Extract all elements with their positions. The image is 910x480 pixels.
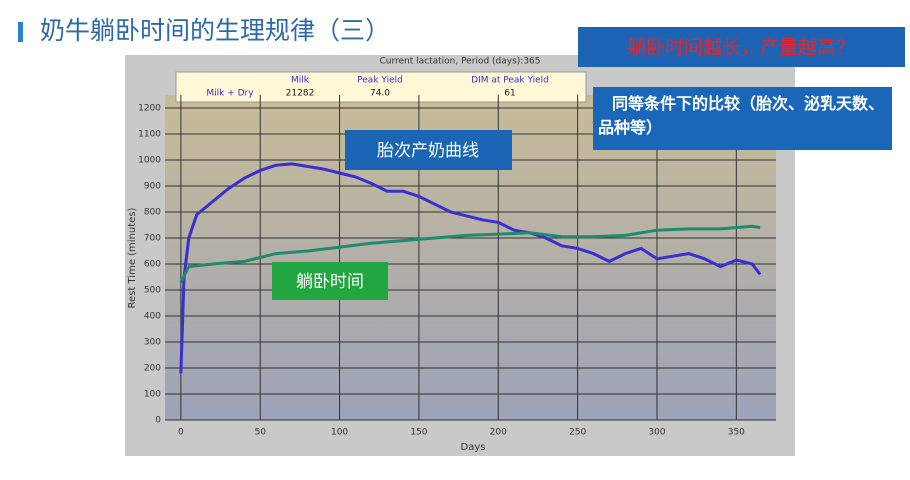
series-label-box xyxy=(272,262,388,300)
y-tick-label: 700 xyxy=(144,234,161,244)
y-tick-label: 600 xyxy=(144,260,161,270)
y-tick-label: 900 xyxy=(144,182,161,192)
info-value: 61 xyxy=(504,89,515,99)
series-line xyxy=(179,224,761,283)
y-tick-label: 1000 xyxy=(138,156,161,166)
question-box xyxy=(578,27,905,67)
info-header: Milk xyxy=(291,76,310,86)
x-axis-label: Days xyxy=(461,442,486,453)
y-tick-label: 100 xyxy=(144,390,161,400)
y-tick-label: 0 xyxy=(155,416,161,426)
note-text: 同等条件下的比较（胎次、泌乳天数、品种等） xyxy=(598,94,885,137)
info-value: 74.0 xyxy=(370,89,390,99)
info-row-label: Milk + Dry xyxy=(206,89,254,99)
y-tick-label: 400 xyxy=(144,312,161,322)
x-tick-label: 350 xyxy=(728,428,745,438)
y-tick-label: 500 xyxy=(144,286,161,296)
info-box xyxy=(175,71,587,103)
series-label-box xyxy=(345,130,512,170)
y-tick-label: 300 xyxy=(144,338,161,348)
series-line xyxy=(179,162,762,374)
question-text: 躺卧时间越长，产量越高？ xyxy=(627,37,855,59)
note-holder: 同等条件下的比较（胎次、泌乳天数、品种等） xyxy=(598,94,885,137)
y-tick-label: 1200 xyxy=(138,104,161,114)
note-box xyxy=(593,87,892,150)
series-label: 胎次产奶曲线 xyxy=(377,141,479,161)
y-tick-label: 1100 xyxy=(138,130,161,140)
series-label: 躺卧时间 xyxy=(296,272,364,292)
x-tick-label: 0 xyxy=(178,428,184,438)
x-tick-label: 150 xyxy=(410,428,427,438)
info-header: DIM at Peak Yield xyxy=(471,76,549,86)
x-tick-label: 300 xyxy=(648,428,665,438)
info-value: 21282 xyxy=(286,89,315,99)
x-tick-label: 250 xyxy=(569,428,586,438)
info-header: Peak Yield xyxy=(357,76,403,86)
y-tick-label: 800 xyxy=(144,208,161,218)
slide-title: 奶牛躺卧时间的生理规律（三） xyxy=(40,16,390,45)
info-table: Milk + Dry Milk 21282 Peak Yield 74.0 DIM at… xyxy=(206,76,548,99)
x-tick-label: 50 xyxy=(254,428,266,438)
y-axis-label: Rest Time (minutes) xyxy=(127,207,138,308)
x-tick-label: 100 xyxy=(331,428,348,438)
x-tick-label: 200 xyxy=(490,428,507,438)
title-marker xyxy=(18,22,23,42)
y-tick-label: 200 xyxy=(144,364,161,374)
chart-title: Current lactation, Period (days):365 xyxy=(379,57,540,67)
